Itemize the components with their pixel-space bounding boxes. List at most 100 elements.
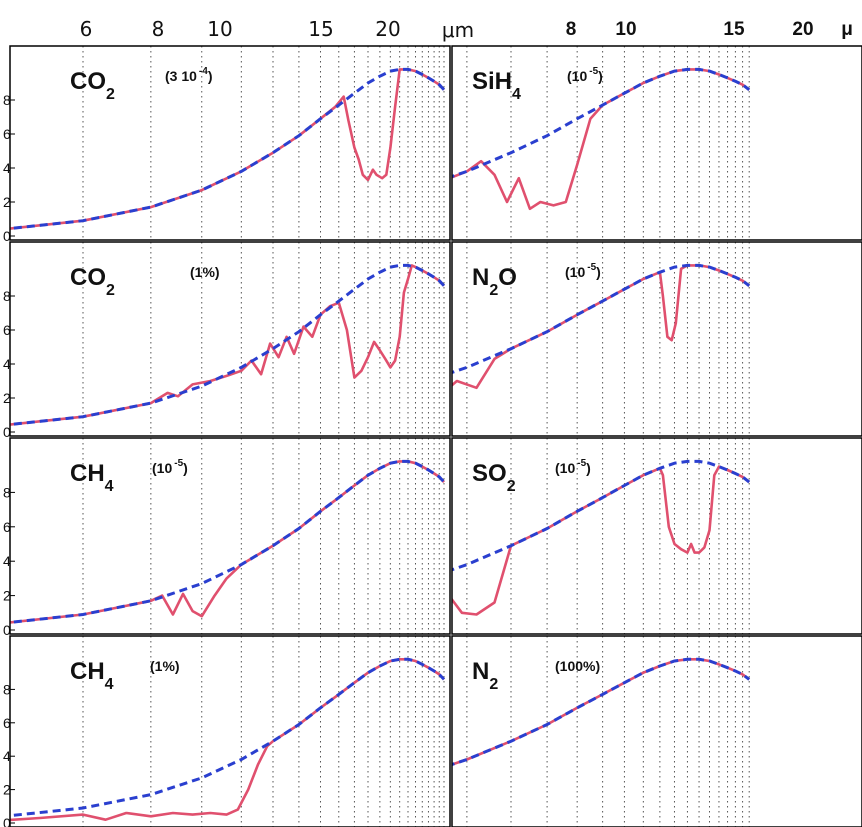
concentration-text: (100%) <box>555 658 600 674</box>
grid-lines <box>466 636 750 827</box>
gas-label: N2O <box>472 264 517 299</box>
top-axis-tick-label: 8 <box>152 17 165 41</box>
panel-frame <box>9 241 451 437</box>
y-tick-label: 8 <box>3 288 11 304</box>
y-tick-label: 2 <box>3 588 11 604</box>
concentration-label: (10 -5) <box>152 458 188 476</box>
spectrum-panel-right-3: SO2 (10 -5) <box>451 437 862 635</box>
panel-frame <box>9 45 451 241</box>
concentration-exponent: -4 <box>199 66 208 77</box>
concentration-label: (1%) <box>190 264 220 280</box>
panel-frame <box>451 635 862 827</box>
series-line-spectrum <box>10 657 445 822</box>
y-tick-label: 6 <box>3 715 11 731</box>
y-tick-label: 2 <box>3 194 11 210</box>
top-axis-tick-label: 20 <box>375 17 400 41</box>
concentration-label: (100%) <box>555 658 600 674</box>
series-line-spectrum <box>452 657 750 766</box>
gas-label: CO2 <box>70 264 115 299</box>
series-line-spectrum <box>10 68 445 230</box>
concentration-label: (1%) <box>150 658 180 674</box>
gas-label: CO2 <box>70 68 115 103</box>
gas-label: CH4 <box>70 658 114 693</box>
concentration-text: (10 <box>152 460 172 476</box>
gas-subscript: 4 <box>512 86 521 103</box>
y-tick-label: 4 <box>3 160 11 176</box>
spectrum-panel-right-2: N2O (10 -5) <box>451 241 862 437</box>
concentration-text: (1%) <box>150 658 180 674</box>
y-tick-label: 6 <box>3 322 11 338</box>
y-tick-label: 4 <box>3 748 11 764</box>
panel-frame <box>9 635 451 827</box>
grid-lines <box>82 636 445 827</box>
gas-formula: CH <box>70 658 105 685</box>
series-group <box>10 459 446 624</box>
top-axis-tick-label: 20 <box>792 19 813 40</box>
gas-subscript: 4 <box>105 676 114 693</box>
gas-formula: CO <box>70 68 106 95</box>
gas-formula: SiH <box>472 68 512 95</box>
series-line-continuum <box>10 263 446 427</box>
top-axis-tick-label: 15 <box>723 19 745 40</box>
top-wavelength-axis: 6 8 10 15 20 μm 8 10 15 20 μ <box>80 17 853 42</box>
series-line-spectrum <box>10 460 445 624</box>
concentration-label: (10 -5) <box>565 262 601 280</box>
y-tick-label: 6 <box>3 126 11 142</box>
concentration-text: (10 <box>567 68 587 84</box>
y-tick-label: 2 <box>3 782 11 798</box>
series-line-spectrum <box>452 68 750 211</box>
concentration-label: (10 -5) <box>567 66 603 84</box>
y-tick-label: 6 <box>3 519 11 535</box>
y-tick-label: 2 <box>3 390 11 406</box>
gas-label: SiH4 <box>472 68 521 103</box>
series-line-continuum <box>10 657 446 818</box>
gas-formula: CO <box>70 264 106 291</box>
concentration-close: ) <box>598 68 603 84</box>
concentration-text: (10 <box>555 460 575 476</box>
series-line-continuum <box>452 657 751 767</box>
concentration-close: ) <box>596 264 601 280</box>
series-line-spectrum <box>452 264 750 390</box>
top-axis-unit: μ <box>841 19 853 40</box>
y-tick-label: 8 <box>3 92 11 108</box>
concentration-text: (1%) <box>190 264 220 280</box>
top-axis-tick-label: 6 <box>80 17 93 41</box>
panel-frame <box>451 45 862 241</box>
series-group <box>452 657 751 767</box>
gas-formula: N <box>472 264 489 291</box>
concentration-label: (3 10 -4) <box>165 66 213 84</box>
series-group <box>452 459 751 616</box>
series-group <box>10 263 446 427</box>
concentration-exponent: -5 <box>174 458 183 469</box>
concentration-text: (3 10 <box>165 68 197 84</box>
gas-subscript: 4 <box>105 478 114 495</box>
spectrum-panel-right-1: SiH4 (10 -5) <box>451 45 862 241</box>
panel-frame <box>451 241 862 437</box>
gas-label: CH4 <box>70 460 114 495</box>
gas-formula: SO <box>472 460 507 487</box>
gas-subscript: 2 <box>507 478 516 495</box>
y-tick-label: 0 <box>3 228 11 244</box>
y-tick-label: 0 <box>3 424 11 440</box>
concentration-exponent: -5 <box>577 458 586 469</box>
spectrum-panel-right-4: N2 (100%) <box>451 635 862 827</box>
concentration-close: ) <box>183 460 188 476</box>
y-tick-label: 8 <box>3 681 11 697</box>
series-group <box>10 67 446 231</box>
series-line-continuum <box>10 459 446 624</box>
gas-formula: CH <box>70 460 105 487</box>
concentration-close: ) <box>586 460 591 476</box>
gas-subscript: 2 <box>106 86 115 103</box>
gas-formula-tail: O <box>498 264 517 291</box>
series-line-spectrum <box>10 264 445 426</box>
series-group <box>452 67 751 211</box>
gas-label: SO2 <box>472 460 516 495</box>
series-line-spectrum <box>452 465 751 616</box>
series-group <box>10 657 446 822</box>
concentration-exponent: -5 <box>587 262 596 273</box>
